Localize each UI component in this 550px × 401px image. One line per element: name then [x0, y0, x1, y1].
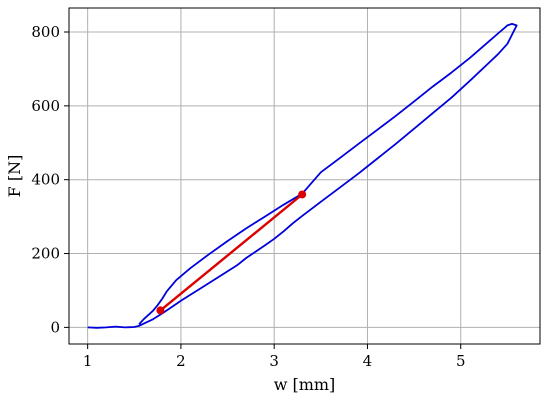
- x-tick-label: 2: [176, 352, 186, 370]
- series-layer: [87, 23, 518, 329]
- x-tick-label: 4: [363, 352, 373, 370]
- plot-frame: [68, 7, 541, 345]
- y-tick-label: 200: [31, 245, 60, 263]
- ticks: 1 2 3 4 5 0 200 400 600 800: [31, 23, 465, 370]
- y-tick-label: 400: [31, 171, 60, 189]
- grid: [69, 8, 540, 344]
- y-tick-label: 800: [31, 23, 60, 41]
- x-tick-label: 3: [269, 352, 279, 370]
- y-tick-label: 600: [31, 97, 60, 115]
- series-line: [159, 193, 303, 312]
- series-line: [87, 23, 518, 329]
- y-axis-label: F [N]: [5, 155, 24, 198]
- y-tick-label: 0: [50, 318, 60, 336]
- series-point: [298, 190, 307, 199]
- x-tick-label: 1: [83, 352, 93, 370]
- series-point: [156, 306, 165, 315]
- x-tick-label: 5: [456, 352, 466, 370]
- x-axis-label: w [mm]: [274, 375, 336, 394]
